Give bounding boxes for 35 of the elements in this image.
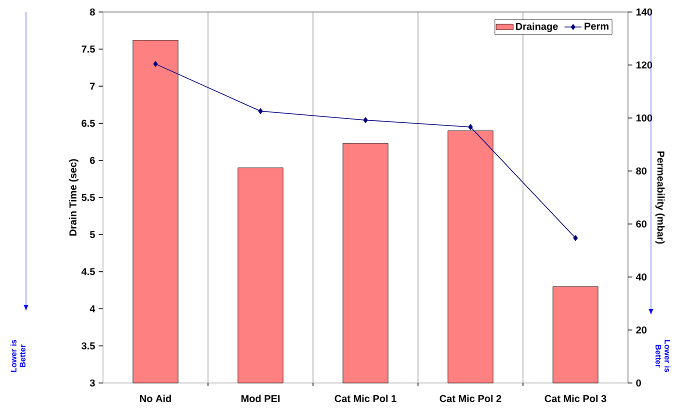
y-tick-label: 6 — [90, 156, 95, 164]
y-tick-label: 6.5 — [82, 120, 95, 127]
y2-tick-label: 20 — [636, 326, 647, 334]
x-tick-label: Cat Mic Pol 2 — [440, 394, 502, 402]
y2-tick-label: 80 — [636, 167, 647, 175]
legend-label: Perm — [584, 22, 608, 30]
text: Lower is Better — [656, 340, 670, 372]
y-tick-label: 7.5 — [82, 46, 95, 53]
y2-tick-label: 0 — [636, 379, 641, 387]
point — [258, 108, 263, 114]
y2-tick-label: 100 — [636, 114, 652, 122]
y-tick-label: 4.5 — [81, 268, 95, 276]
legend-label: Drainage — [516, 22, 558, 32]
y-tick-label: 5.5 — [82, 194, 95, 201]
x-tick-label: Cat Mic Pol 3 — [544, 394, 606, 402]
x-tick-label: No Aid — [140, 394, 171, 402]
y-tick-label: 4 — [90, 305, 96, 312]
point — [153, 61, 158, 67]
point — [468, 124, 473, 130]
y2-tick-label: 60 — [636, 220, 647, 228]
y-axis-title: Drain Time (sec) — [69, 159, 78, 236]
point — [363, 117, 368, 124]
y2-tick-label: 120 — [636, 61, 652, 69]
y2-axis-title: Permeability (mbar) — [655, 151, 665, 244]
y2-tick-label: 140 — [636, 8, 652, 16]
y-tick-label: 3.5 — [82, 342, 95, 350]
y-tick-label: 7 — [90, 82, 95, 90]
point — [573, 235, 578, 241]
y-tick-label: 5 — [90, 231, 95, 238]
y-tick-label: 8 — [90, 8, 95, 16]
x-tick-label: Cat Mic Pol 1 — [334, 394, 396, 402]
y2-tick-label: 40 — [636, 273, 647, 281]
text: Lower is Better — [10, 340, 26, 372]
y-tick-label: 3 — [90, 379, 95, 387]
x-tick-label: Mod PEI — [241, 394, 280, 402]
